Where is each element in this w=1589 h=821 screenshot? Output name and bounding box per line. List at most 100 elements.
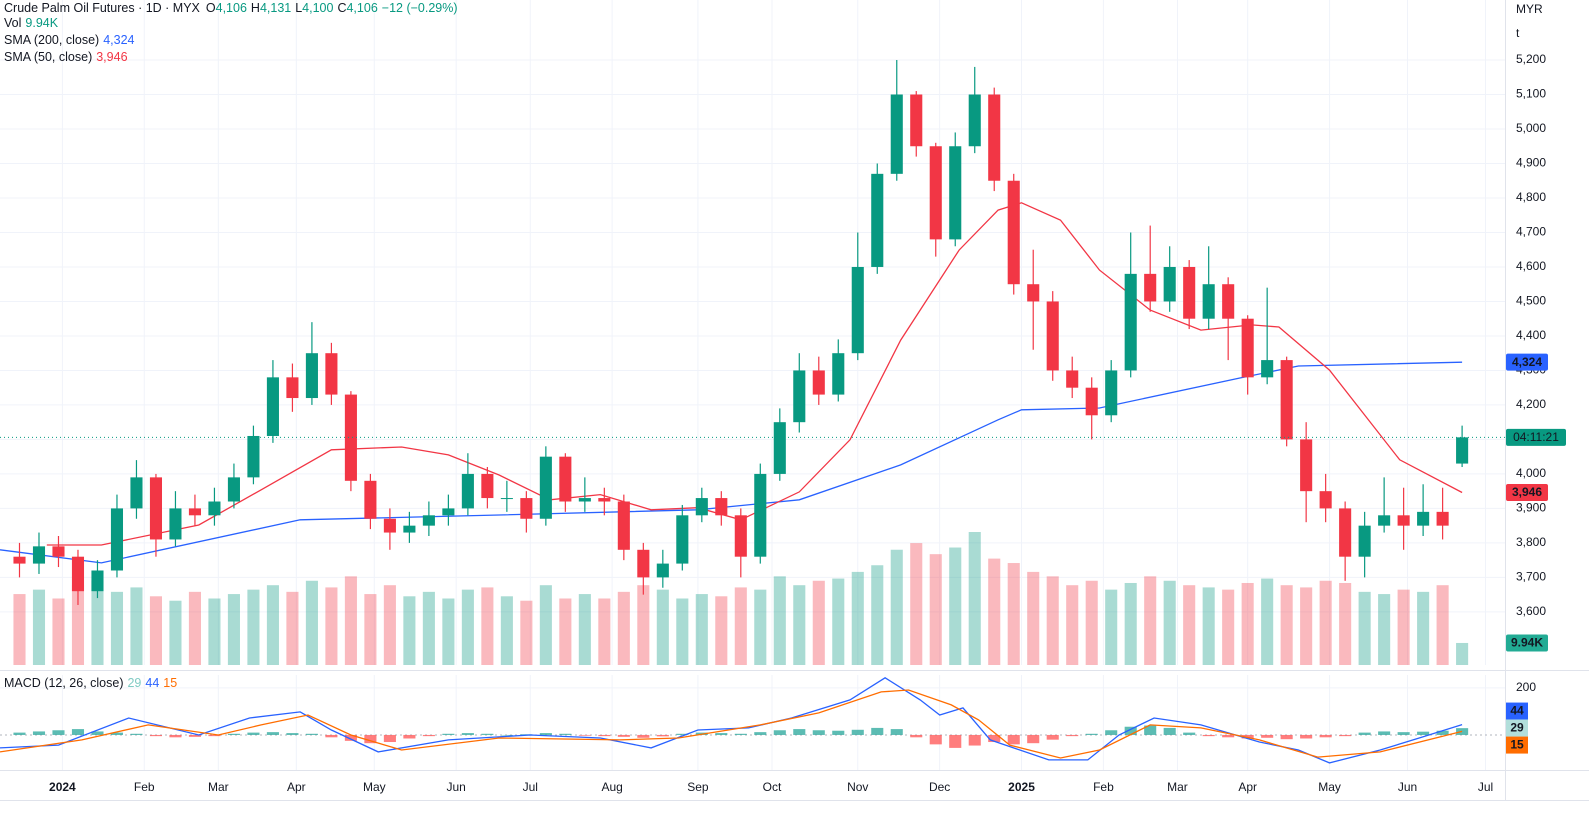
legend-sma50: SMA (50, close) 3,946 (4, 49, 132, 65)
macd-histogram-bar (481, 733, 494, 735)
volume-bar (364, 594, 377, 665)
x-tick-label: Aug (601, 780, 622, 794)
macd-histogram-bar (325, 734, 338, 738)
volume-bar (188, 591, 201, 665)
candle-body (1124, 273, 1137, 371)
volume-value: 9.94K (25, 16, 59, 30)
macd-histogram-bar (968, 734, 981, 746)
macd-value-bg (1506, 719, 1528, 737)
volume-bar (13, 594, 26, 665)
macd-histogram-bar (110, 732, 124, 735)
macd-histogram-bar (403, 734, 416, 739)
candle-body (71, 556, 85, 592)
candle-body (52, 546, 65, 557)
volume-bar (461, 589, 474, 665)
candle-body (1241, 318, 1254, 378)
candle-body (929, 146, 942, 240)
volume-box-text: 9.94K (1511, 636, 1543, 650)
volume-bar (1105, 589, 1118, 665)
volume-bar (130, 587, 143, 665)
macd-histogram-bar (169, 734, 182, 738)
volume-bar (1358, 591, 1371, 665)
candle-body (305, 353, 318, 399)
volume-bar (442, 598, 455, 665)
x-tick-label: May (1318, 780, 1341, 794)
candle-body (208, 501, 221, 516)
macd-histogram-bar (1436, 730, 1449, 735)
macd-histogram-bar (676, 733, 689, 735)
x-tick-label: 2024 (49, 780, 76, 794)
price-pane (0, 0, 1505, 665)
volume-bar (1378, 594, 1391, 665)
macd-histogram-bar (871, 727, 884, 735)
volume-bar (968, 532, 981, 665)
sma-price-box: 3,946 (1506, 484, 1548, 502)
candle-body (1417, 511, 1430, 526)
volume-bar (1300, 587, 1313, 665)
macd-signal-value: 15 (163, 676, 178, 690)
volume-bar (1007, 563, 1020, 665)
sma-price-box-text: 4,324 (1512, 355, 1542, 369)
macd-signal-line (0, 689, 1463, 759)
candle-body (169, 508, 182, 540)
volume-bar (169, 600, 182, 665)
volume-bar (227, 594, 240, 665)
x-tick-label: Mar (208, 780, 229, 794)
macd-histogram-bar (1105, 730, 1118, 735)
volume-bar (1456, 642, 1469, 665)
volume-bar (1436, 585, 1449, 665)
volume-bar (481, 587, 494, 665)
currency-label: MYR (1516, 2, 1543, 16)
macd-histogram-bar (929, 734, 942, 745)
volume-bar (1124, 582, 1137, 665)
macd-histogram-bar (1319, 734, 1332, 738)
volume-bar (676, 598, 689, 665)
x-tick-label: Jun (1398, 780, 1417, 794)
candle-body (1378, 515, 1391, 526)
candle-body (91, 570, 104, 592)
volume-bar (1163, 580, 1176, 665)
candle-body (247, 435, 260, 478)
volume-bar (734, 587, 747, 665)
candle-body (1183, 266, 1196, 319)
candle-body (1358, 525, 1371, 557)
candle-body (1066, 370, 1079, 388)
candle-body (734, 515, 747, 557)
macd-histogram-bar (130, 733, 143, 735)
ohlc-label: L (295, 1, 303, 15)
y-tick-label: 3,600 (1516, 604, 1546, 618)
volume-bar (32, 589, 46, 665)
volume-bar (383, 585, 396, 665)
y-tick-label: 5,200 (1516, 52, 1546, 66)
candle-body (344, 394, 357, 481)
unit-label: t (1516, 26, 1520, 40)
volume-bar (910, 543, 923, 665)
volume-bar (344, 576, 357, 665)
macd-value-bg (1506, 736, 1528, 754)
candle-body (949, 146, 962, 240)
macd-line-value: 44 (145, 676, 160, 690)
macd-histogram-bar (1261, 734, 1274, 738)
macd-histogram-bar (13, 732, 26, 735)
volume-bar (812, 580, 825, 665)
countdown-bg (1506, 428, 1566, 446)
y-tick-label: 4,000 (1516, 466, 1546, 480)
countdown-text: 04:11:21 (1513, 430, 1559, 444)
macd-histogram-bar (52, 730, 65, 735)
volume-bar (617, 591, 630, 665)
macd-histogram-bar (32, 731, 46, 735)
macd-histogram-bar (1397, 732, 1410, 735)
candle-body (442, 508, 455, 516)
candle-body (578, 498, 591, 502)
y-tick-label: 5,000 (1516, 121, 1546, 135)
candle-body (715, 498, 728, 516)
volume-bar (1027, 571, 1040, 665)
macd-histogram-bar (637, 734, 650, 738)
sma-name: SMA (200, close) (4, 33, 100, 47)
candle-body (695, 498, 708, 516)
volume-bar (520, 600, 533, 665)
sma-price-box-bg (1506, 353, 1548, 371)
volume-bar (1261, 578, 1274, 665)
macd-histogram-bar (1339, 734, 1352, 737)
y-tick-label: 4,700 (1516, 225, 1546, 239)
